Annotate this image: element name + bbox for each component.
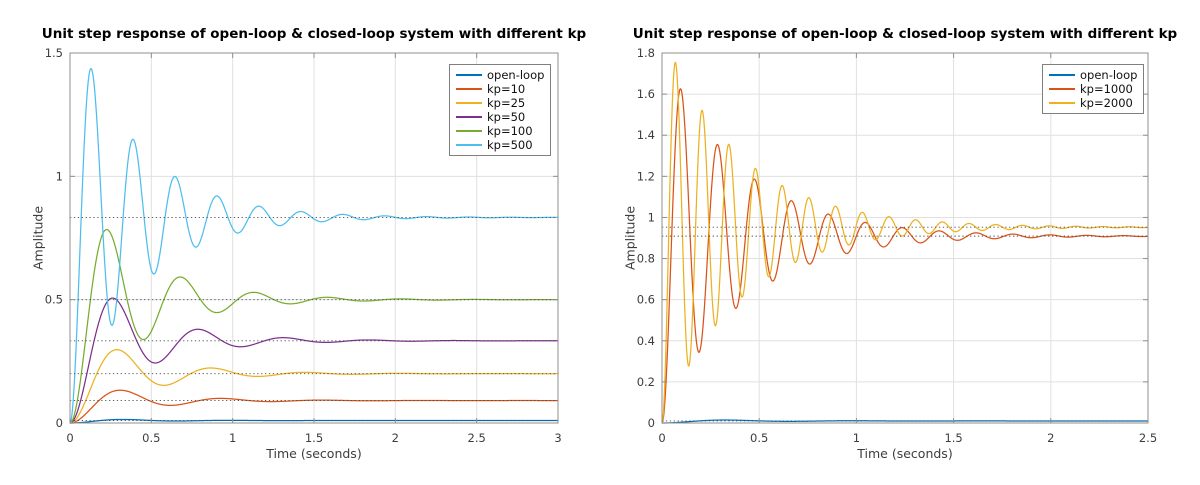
legend-label: kp=25 (487, 96, 526, 110)
x-tick-label: 0 (66, 431, 73, 445)
legend-label: kp=10 (487, 82, 526, 96)
legend-label: kp=1000 (1080, 82, 1133, 96)
y-tick-label: 0.5 (45, 293, 63, 307)
legend-label: open-loop (1080, 68, 1138, 82)
legend-entry: kp=500 (456, 138, 544, 152)
series-kp=1000 (661, 88, 1149, 424)
x-tick-label: 2.5 (1139, 431, 1157, 445)
right-plot-title: Unit step response of open-loop & closed… (632, 26, 1178, 42)
y-tick-label: 0.2 (637, 375, 655, 389)
left-plot-legend: open-loop kp=10 kp=25 kp=50 kp=100 kp=500 (449, 64, 552, 156)
y-tick-label: 1 (648, 210, 655, 224)
legend-entry: open-loop (1049, 68, 1137, 82)
x-tick-label: 1 (853, 431, 860, 445)
legend-label: kp=2000 (1080, 96, 1133, 110)
legend-entry: kp=10 (456, 82, 544, 96)
legend-line-sample (1049, 102, 1075, 104)
legend-line-sample (456, 130, 482, 132)
legend-label: kp=500 (487, 138, 533, 152)
legend-line-sample (1049, 88, 1075, 90)
legend-label: open-loop (487, 68, 545, 82)
series-kp=2000 (661, 61, 1149, 424)
left-plot-ylabel: Amplitude (30, 205, 46, 271)
y-tick-label: 0.6 (637, 293, 655, 307)
plot-1: 0 0.5 1 1.5 2 2.5 0 0.2 0.4 0.6 0.8 1 1.2 1.4 1.6 1.8 (637, 46, 1157, 445)
x-tick-label: 0.5 (142, 431, 160, 445)
x-tick-label: 1 (229, 431, 236, 445)
left-plot-xlabel: Time (seconds) (266, 446, 362, 461)
right-plot-ylabel: Amplitude (622, 205, 638, 271)
legend-line-sample (456, 88, 482, 90)
legend-line-sample (456, 116, 482, 118)
x-tick-label: 2.5 (468, 431, 486, 445)
legend-entry: kp=1000 (1049, 82, 1137, 96)
x-tick-label: 0 (658, 431, 665, 445)
y-tick-label: 1.8 (637, 46, 655, 60)
x-tick-label: 0.5 (750, 431, 768, 445)
legend-line-sample (1049, 74, 1075, 76)
legend-entry: kp=2000 (1049, 96, 1137, 110)
legend-label: kp=50 (487, 110, 526, 124)
legend-line-sample (456, 102, 482, 104)
legend-entry: kp=25 (456, 96, 544, 110)
legend-entry: kp=100 (456, 124, 544, 138)
left-plot-title: Unit step response of open-loop & closed… (41, 26, 587, 42)
legend-label: kp=100 (487, 124, 533, 138)
y-tick-label: 0.8 (637, 252, 655, 266)
legend-entry: kp=50 (456, 110, 544, 124)
x-tick-label: 2 (392, 431, 399, 445)
y-tick-label: 1.2 (637, 169, 655, 183)
axes-box (661, 52, 1149, 424)
y-tick-label: 1.5 (45, 46, 63, 60)
legend-line-sample (456, 74, 482, 76)
x-tick-label: 3 (554, 431, 561, 445)
legend-line-sample (456, 144, 482, 146)
right-plot-legend: open-loop kp=1000 kp=2000 (1042, 64, 1145, 114)
legend-entry: open-loop (456, 68, 544, 82)
plot-0: 0 0.5 1 1.5 2 2.5 3 0 0.5 1 1.5 (45, 46, 562, 445)
y-tick-label: 0 (648, 416, 655, 430)
right-plot-xlabel: Time (seconds) (857, 446, 953, 461)
x-tick-label: 1.5 (305, 431, 323, 445)
x-tick-label: 2 (1047, 431, 1054, 445)
y-tick-label: 1.6 (637, 87, 655, 101)
y-tick-label: 0.4 (637, 334, 655, 348)
x-tick-label: 1.5 (944, 431, 962, 445)
y-tick-label: 1 (56, 169, 63, 183)
y-tick-label: 0 (56, 416, 63, 430)
y-tick-label: 1.4 (637, 128, 655, 142)
